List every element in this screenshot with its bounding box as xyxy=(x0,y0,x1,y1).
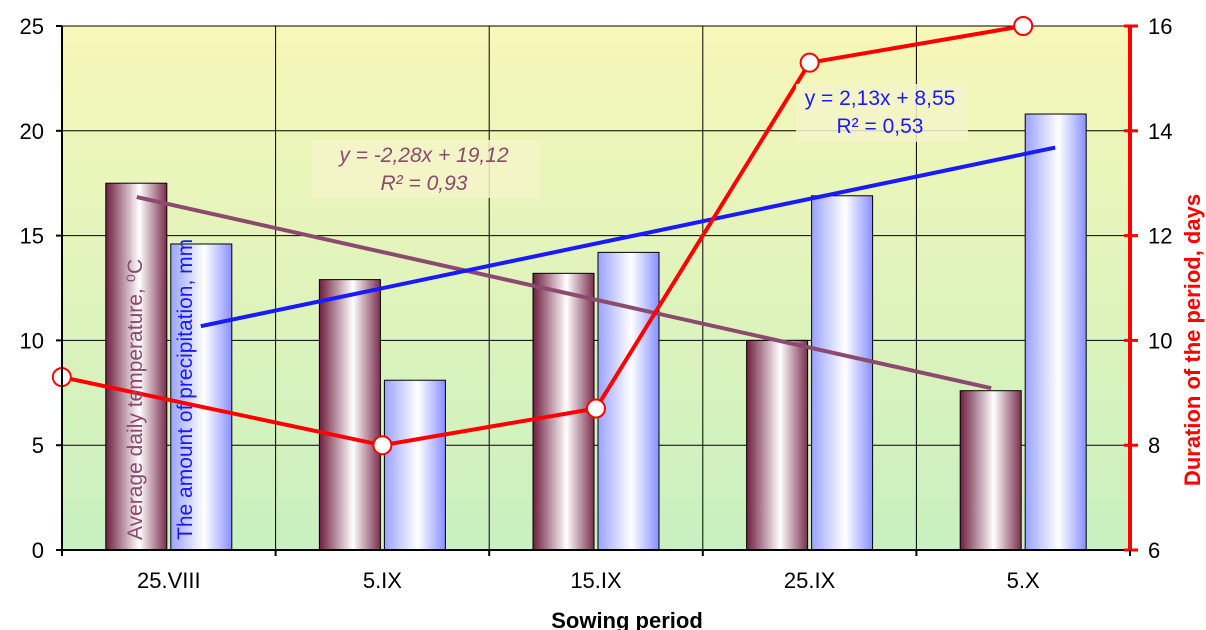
temperature-bar xyxy=(105,182,168,551)
x-axis-title: Sowing period xyxy=(551,608,703,630)
duration-point xyxy=(799,52,820,73)
y2-tick-label: 10 xyxy=(1148,328,1172,353)
precipitation-bar xyxy=(170,243,233,551)
y-tick-label: 25 xyxy=(20,14,44,39)
duration-point xyxy=(372,435,393,456)
x-tick-label: 5.X xyxy=(1007,568,1040,593)
duration-point xyxy=(1013,16,1034,36)
y2-tick-label: 16 xyxy=(1148,14,1172,39)
y-tick-label: 20 xyxy=(20,119,44,144)
temperature-bar xyxy=(959,390,1022,551)
precipitation-bar xyxy=(811,195,874,551)
precipitation-bar xyxy=(383,379,446,551)
y2-axis-title: Duration of the period, days xyxy=(1180,194,1205,486)
trendlines xyxy=(136,145,1056,391)
temp-equation-box xyxy=(312,140,540,198)
x-tick-label: 25.VIII xyxy=(137,568,201,593)
y-tick-label: 15 xyxy=(20,224,44,249)
bars xyxy=(105,113,1087,551)
y2-tick-label: 6 xyxy=(1148,538,1160,563)
precipitation-bar xyxy=(597,251,660,551)
y-tick-label: 0 xyxy=(32,538,44,563)
gridlines xyxy=(61,25,1131,551)
y-tick-label: 5 xyxy=(32,433,44,458)
x-tick-label: 5.IX xyxy=(363,568,402,593)
y2-tick-label: 14 xyxy=(1148,119,1172,144)
temp-trend-r2: R² = 0,93 xyxy=(381,172,468,195)
y2-tick-label: 12 xyxy=(1148,224,1172,249)
tick-labels: 0 5 10 15 20 25 6 8 10 12 14 16 25.VIII 5.IX 15.IX 25.I… xyxy=(20,14,1173,593)
prec-trend-equation: y = 2,13x + 8,55 xyxy=(805,87,956,110)
axes xyxy=(56,24,1138,556)
temperature-bar xyxy=(746,339,809,551)
x-tick-label: 15.IX xyxy=(570,568,622,593)
prec-trend-r2: R² = 0,53 xyxy=(837,115,924,138)
temperature-trendline xyxy=(136,195,992,391)
temp-trend-equation: y = -2,28x + 19,12 xyxy=(337,144,509,167)
x-tick-label: 25.IX xyxy=(784,568,836,593)
y-axis-title-temperature: Average daily temperature, ⁰C xyxy=(124,259,147,540)
temperature-bar xyxy=(318,279,381,551)
duration-point xyxy=(586,398,606,419)
precipitation-trendline xyxy=(200,145,1056,329)
y2-tick-label: 8 xyxy=(1148,433,1160,458)
precipitation-bar xyxy=(1024,113,1087,551)
prec-equation-box xyxy=(796,84,968,142)
y-tick-label: 10 xyxy=(20,328,44,353)
duration-series xyxy=(51,16,1034,456)
y-axis-title-precipitation: The amount of precipitation, mm xyxy=(174,239,197,540)
